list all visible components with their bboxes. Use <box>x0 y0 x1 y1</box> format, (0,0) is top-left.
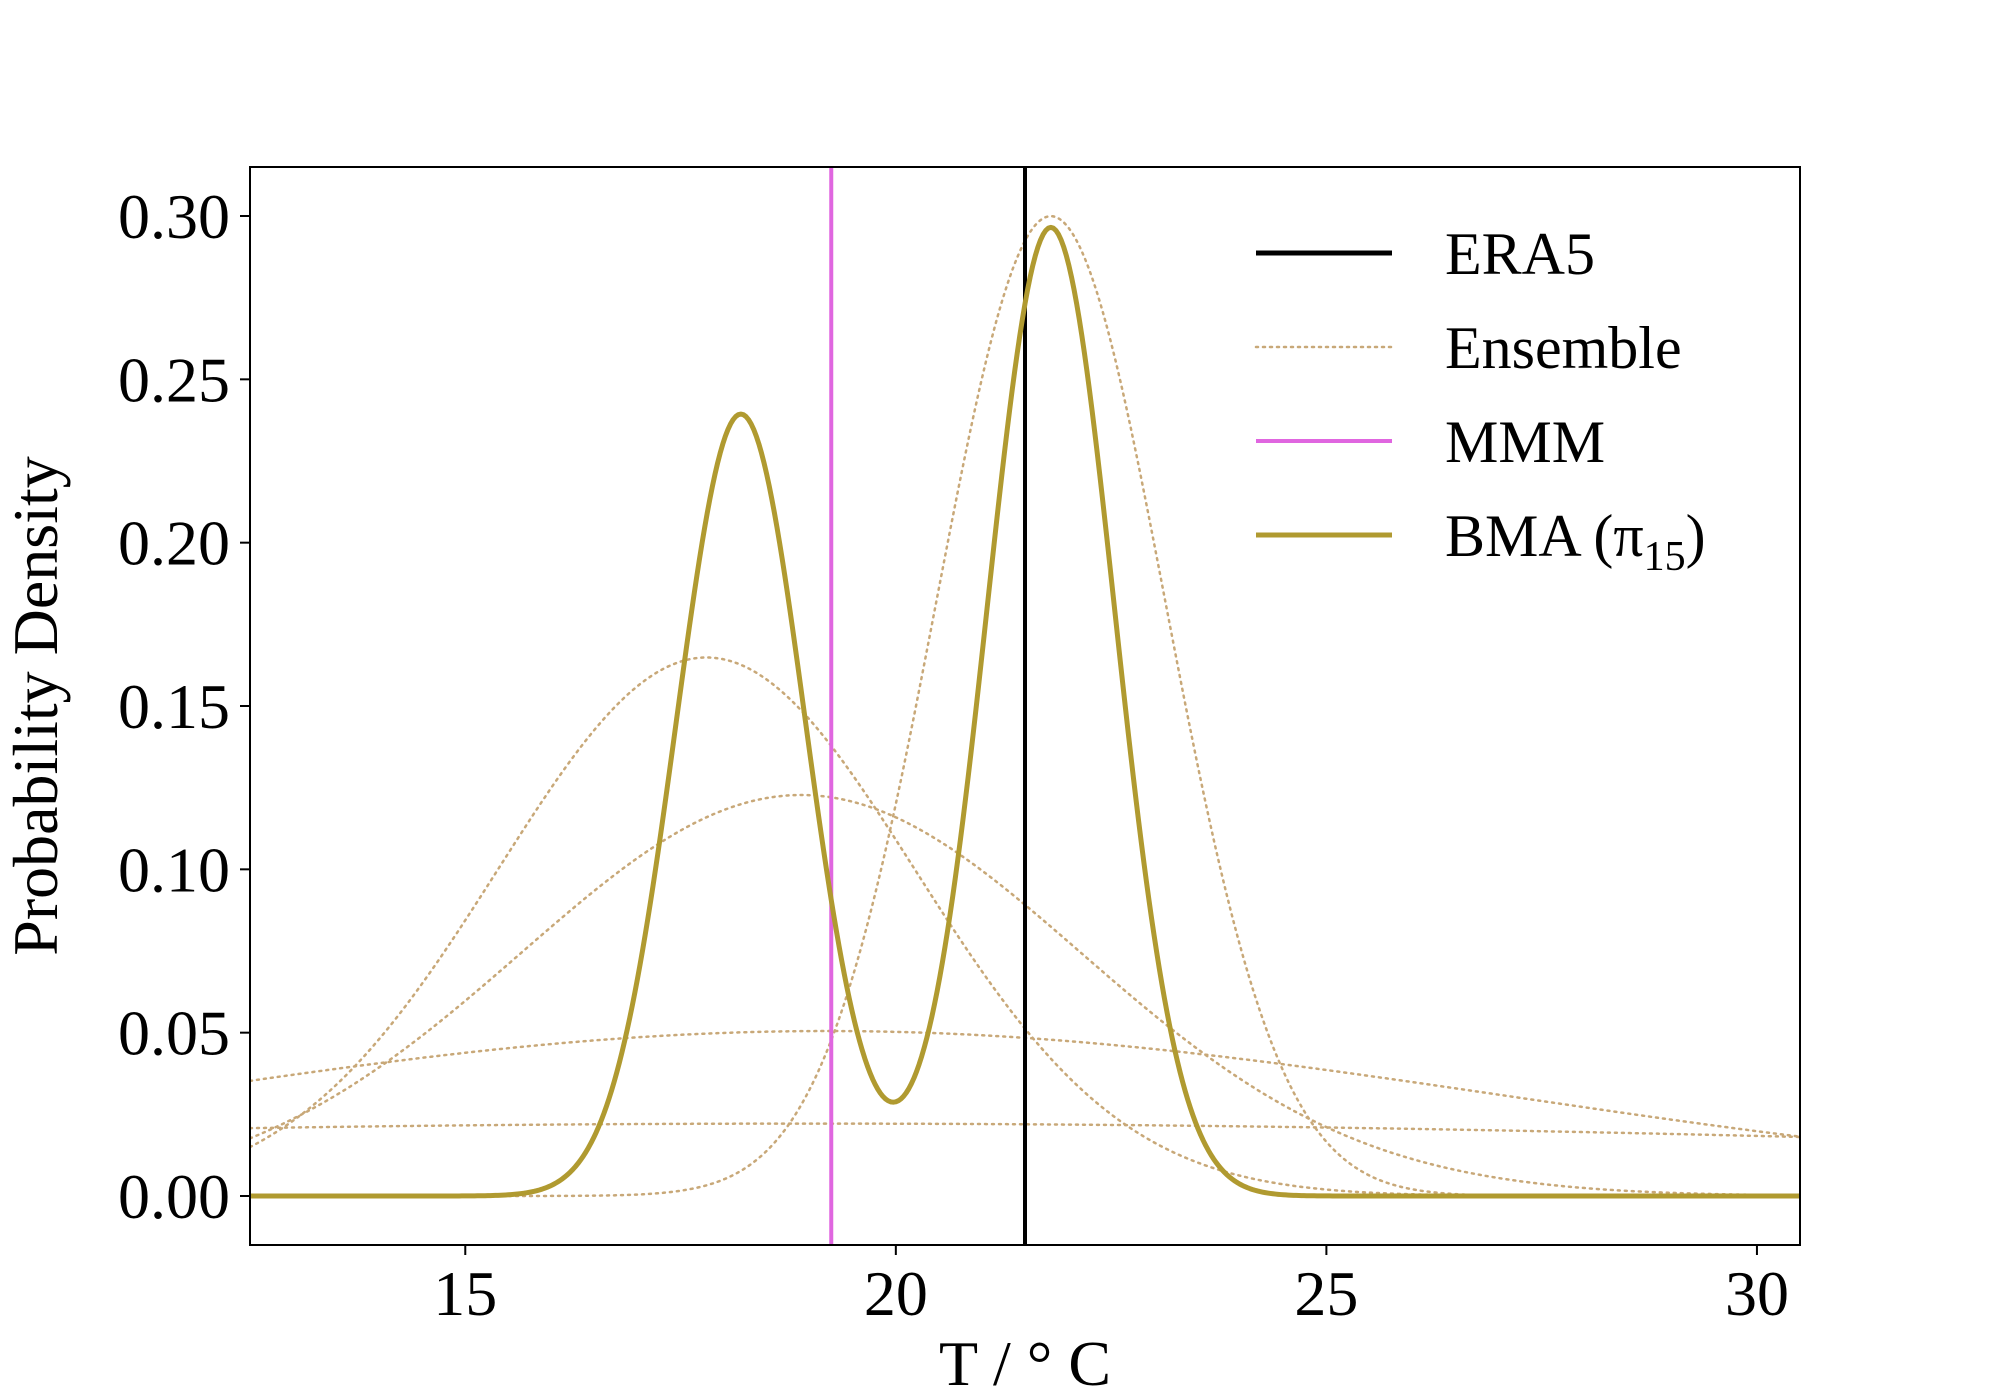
y-tick-label: 0.25 <box>118 344 230 415</box>
x-tick-label: 15 <box>433 1258 497 1329</box>
legend-label-bma: BMA (π15) <box>1445 503 1706 580</box>
y-tick-label: 0.20 <box>118 508 230 579</box>
y-tick-label: 0.15 <box>118 671 230 742</box>
reference-lines <box>829 167 1027 1245</box>
y-tick-label: 0.30 <box>118 181 230 252</box>
x-tick-label: 20 <box>864 1258 928 1329</box>
x-axis-label: T / ° C <box>939 1328 1111 1399</box>
bma-curve-group <box>250 224 1800 1199</box>
ensemble-curve-member-5 <box>250 1122 1800 1139</box>
x-axis-ticks: 15 20 25 30 <box>433 1245 1789 1329</box>
legend-label-era5: ERA5 <box>1445 221 1595 287</box>
y-axis-ticks: 0.00 0.05 0.10 0.15 0.20 0.25 0.30 <box>118 181 250 1232</box>
y-tick-label: 0.05 <box>118 998 230 1069</box>
x-tick-label: 30 <box>1725 1258 1789 1329</box>
x-tick-label: 25 <box>1294 1258 1358 1329</box>
y-tick-label: 0.10 <box>118 834 230 905</box>
legend-label-ensemble: Ensemble <box>1445 315 1682 381</box>
y-tick-label: 0.00 <box>118 1161 230 1232</box>
bma-curve <box>250 224 1800 1199</box>
legend-label-mmm: MMM <box>1445 409 1605 475</box>
y-axis-label: Probability Density <box>0 456 71 956</box>
legend: ERA5 Ensemble MMM BMA (π15) <box>1254 221 1706 580</box>
